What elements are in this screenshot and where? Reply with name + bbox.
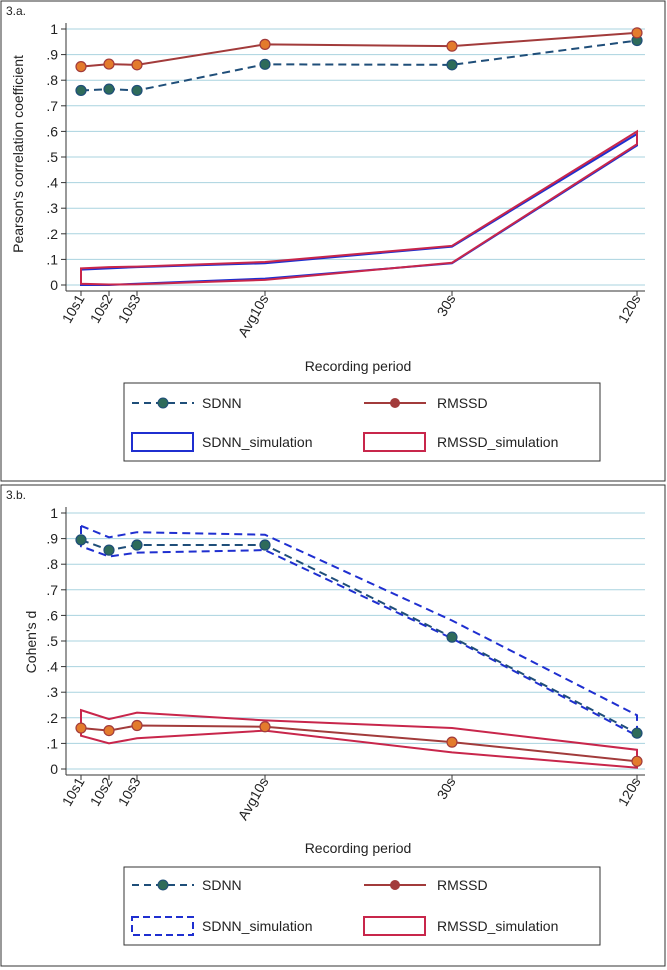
y-tick-label: 0	[50, 761, 58, 777]
y-tick-label: .7	[46, 582, 58, 598]
legend-sdnn-marker	[157, 879, 169, 891]
legend-sdnn-sim-swatch	[131, 432, 194, 452]
legend-rmssd-sim-swatch	[363, 432, 426, 452]
legend-rmssd-sim-label: RMSSD_simulation	[437, 918, 558, 934]
panel-a-xlabel: Recording period	[305, 358, 412, 374]
y-tick-label: 1	[50, 21, 58, 37]
y-tick-label: .8	[46, 72, 58, 88]
y-tick-label: .1	[46, 735, 58, 751]
rmssd-marker	[631, 755, 643, 767]
x-tick-label: 10s1	[59, 291, 88, 325]
legend-rmssd-marker	[390, 398, 400, 408]
panel-a-frame	[0, 0, 666, 482]
x-tick-label: Avg10s	[235, 292, 272, 340]
panel-a-ylabel: Pearson's correlation coefficient	[10, 55, 26, 253]
y-tick-label: .3	[46, 200, 58, 216]
y-tick-label: .6	[46, 123, 58, 139]
x-tick-label: 10s2	[87, 291, 116, 325]
rmssd-marker	[259, 38, 271, 50]
legend-rmssd-label: RMSSD	[437, 395, 488, 411]
sdnn-marker	[446, 59, 458, 71]
legend-sdnn-sim-label: SDNN_simulation	[202, 434, 312, 450]
y-tick-label: .5	[46, 633, 58, 649]
x-tick-label: 10s3	[115, 291, 144, 325]
legend-sdnn-sim-swatch	[131, 916, 194, 936]
y-tick-label: .6	[46, 607, 58, 623]
sdnn-line	[80, 538, 638, 735]
sdnn-marker	[446, 631, 458, 643]
y-tick-label: 0	[50, 277, 58, 293]
sdnn-marker	[631, 727, 643, 739]
x-tick-label: 10s1	[59, 774, 88, 808]
panel-a-legend: SDNN RMSSD SDNN_simulation RMSSD_simulat…	[123, 382, 601, 462]
panel-b-label: 3.b.	[6, 488, 26, 502]
y-tick-label: .9	[46, 47, 58, 63]
sdnn-marker	[131, 539, 143, 551]
panel-a-label: 3.a.	[6, 4, 26, 18]
legend-sdnn-marker	[157, 397, 169, 409]
legend-frame	[123, 382, 601, 462]
sdnn-marker	[103, 83, 115, 95]
panel-b-ylabel: Cohen's d	[23, 611, 39, 674]
legend-rmssd-sim-label: RMSSD_simulation	[437, 434, 558, 450]
rmssd-marker	[631, 27, 643, 39]
x-tick-label: 120s	[615, 292, 644, 326]
rmssd-marker	[131, 719, 143, 732]
rmssd-marker	[446, 40, 458, 52]
legend-rmssd-label: RMSSD	[437, 877, 488, 893]
x-tick-label: 30s	[433, 292, 458, 320]
rmssd-marker	[259, 721, 271, 733]
y-tick-label: .5	[46, 149, 58, 165]
x-tick-label: 30s	[433, 775, 458, 803]
legend-rmssd-marker	[390, 880, 400, 890]
x-tick-label: 120s	[615, 775, 644, 809]
rmssd-marker	[131, 59, 143, 71]
sdnn-marker	[131, 84, 143, 97]
rmssd-marker	[103, 58, 115, 70]
sdnn-marker	[259, 58, 271, 70]
sdnn-marker	[75, 84, 87, 97]
x-tick-label: 10s3	[115, 774, 144, 808]
y-tick-label: .9	[46, 531, 58, 547]
y-tick-label: .1	[46, 251, 58, 267]
rmssd-marker	[103, 724, 115, 737]
sdnn-marker	[103, 544, 115, 556]
y-tick-label: .7	[46, 98, 58, 114]
legend-sdnn-sim-label: SDNN_simulation	[202, 918, 312, 934]
x-tick-label: 10s2	[87, 774, 116, 808]
y-tick-label: .4	[46, 175, 58, 191]
legend-rmssd-sim-swatch	[363, 916, 426, 936]
sdnn-marker	[259, 539, 271, 551]
panel-b-xlabel: Recording period	[305, 840, 412, 856]
rmssd-simulation-band	[80, 708, 638, 769]
legend-sdnn-label: SDNN	[202, 395, 242, 411]
panel-b-frame	[0, 484, 666, 967]
x-tick-label: Avg10s	[235, 775, 272, 823]
rmssd-simulation-band	[80, 129, 638, 286]
sdnn-line	[80, 39, 638, 92]
y-tick-label: .4	[46, 659, 58, 675]
sdnn-marker	[75, 534, 87, 546]
legend-sdnn-label: SDNN	[202, 877, 242, 893]
rmssd-marker	[446, 736, 458, 748]
y-tick-label: 1	[50, 505, 58, 521]
y-tick-label: .8	[46, 556, 58, 572]
y-tick-label: .2	[46, 710, 58, 726]
rmssd-marker	[75, 722, 87, 734]
y-tick-label: .3	[46, 684, 58, 700]
sdnn-simulation-band	[80, 524, 638, 738]
legend-frame	[123, 866, 601, 946]
y-tick-label: .2	[46, 226, 58, 242]
rmssd-line	[80, 31, 638, 68]
panel-b-legend: SDNN RMSSD SDNN_simulation RMSSD_simulat…	[123, 866, 601, 946]
rmssd-marker	[75, 61, 87, 73]
